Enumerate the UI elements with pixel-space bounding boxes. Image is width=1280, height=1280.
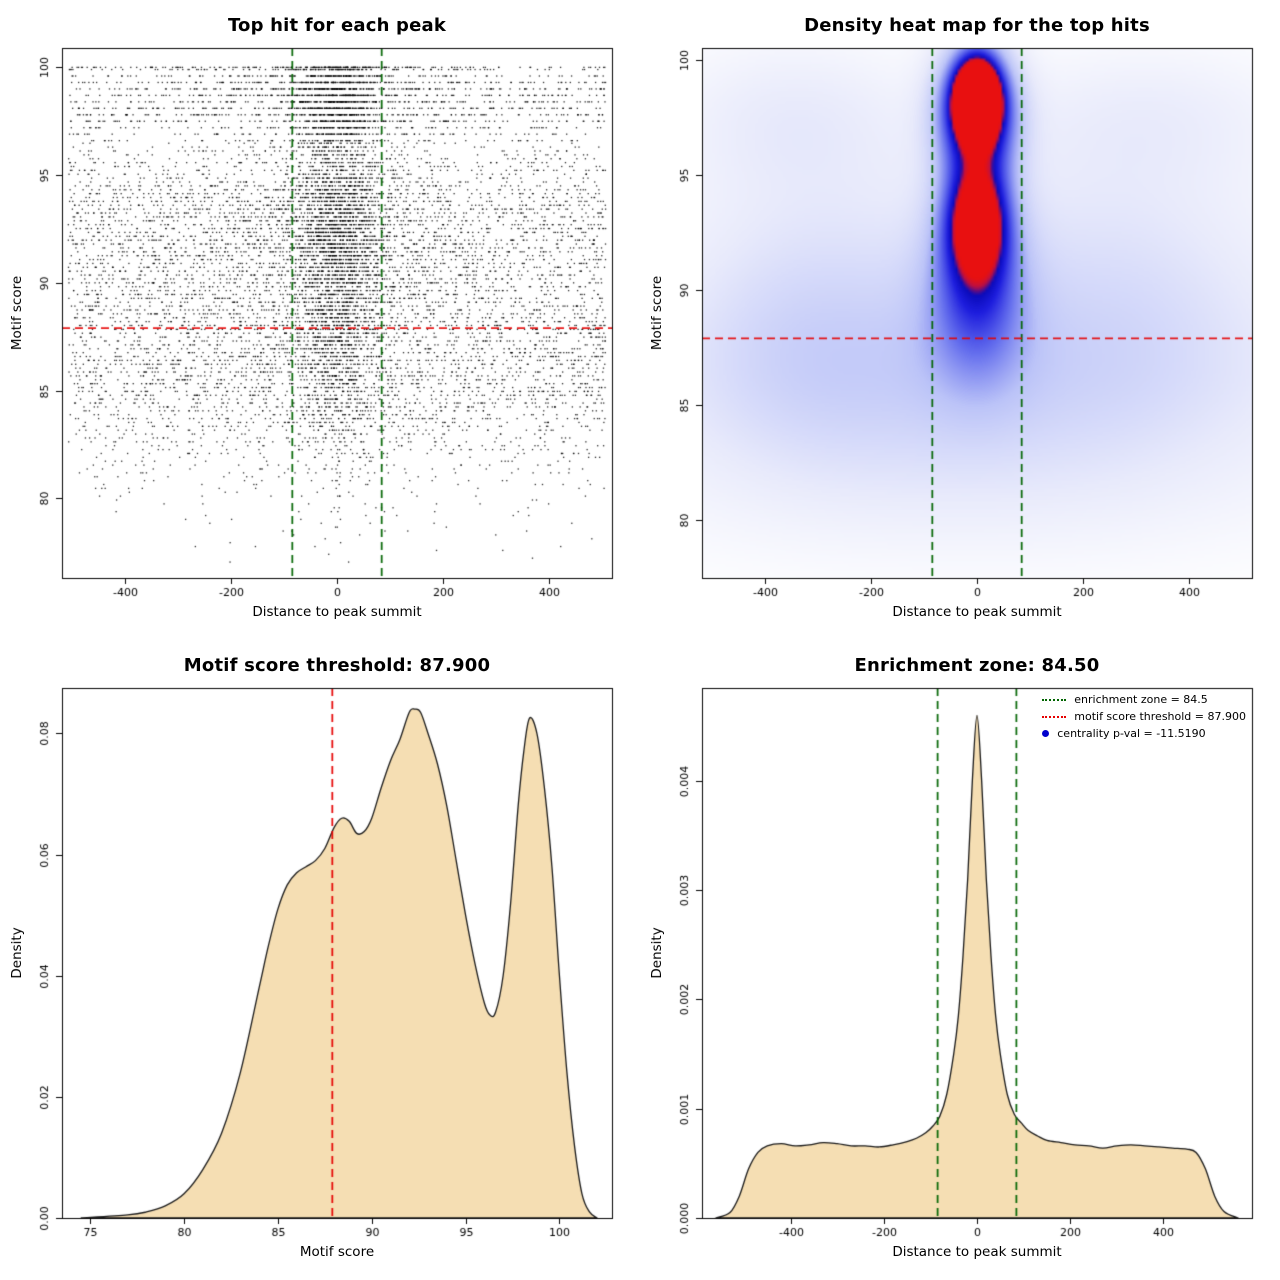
x-axis-label: Distance to peak summit (892, 1244, 1062, 1260)
green-dotted-line-icon (1042, 698, 1067, 701)
legend-item-centrality-pval: centrality p-val = -11.5190 (1042, 728, 1246, 739)
y-axis-label: Density (649, 927, 665, 979)
legend-label: enrichment zone = 84.5 (1074, 693, 1208, 706)
scatter-plot-canvas (0, 0, 640, 640)
legend-label: centrality p-val = -11.5190 (1057, 727, 1206, 740)
panel-title: Enrichment zone: 84.50 (854, 655, 1100, 676)
legend-item-enrichment-zone: enrichment zone = 84.5 (1042, 694, 1246, 705)
red-dotted-line-icon (1042, 715, 1067, 718)
y-axis-label: Motif score (649, 275, 665, 351)
legend-item-motif-threshold: motif score threshold = 87.900 (1042, 711, 1246, 722)
panel-summit-distance-density: Enrichment zone: 84.50 Distance to peak … (640, 640, 1280, 1280)
legend: enrichment zone = 84.5 motif score thres… (1042, 694, 1246, 739)
legend-label: motif score threshold = 87.900 (1074, 710, 1246, 723)
y-axis-label: Density (9, 927, 25, 979)
x-axis-label: Distance to peak summit (892, 604, 1062, 620)
score-density-plot-canvas (0, 640, 640, 1280)
y-axis-label: Motif score (9, 275, 25, 351)
panel-top-hit-scatter: Top hit for each peak Distance to peak s… (0, 0, 640, 640)
blue-point-icon (1042, 730, 1050, 737)
panel-motif-score-density: Motif score threshold: 87.900 Motif scor… (0, 640, 640, 1280)
panel-density-heatmap: Density heat map for the top hits Distan… (640, 0, 1280, 640)
panel-title: Density heat map for the top hits (804, 15, 1150, 36)
heatmap-plot-canvas (640, 0, 1280, 640)
x-axis-label: Distance to peak summit (252, 604, 422, 620)
x-axis-label: Motif score (299, 1244, 375, 1260)
distance-density-plot-canvas (640, 640, 1280, 1280)
panel-title: Motif score threshold: 87.900 (183, 655, 491, 676)
panel-title: Top hit for each peak (227, 15, 447, 36)
